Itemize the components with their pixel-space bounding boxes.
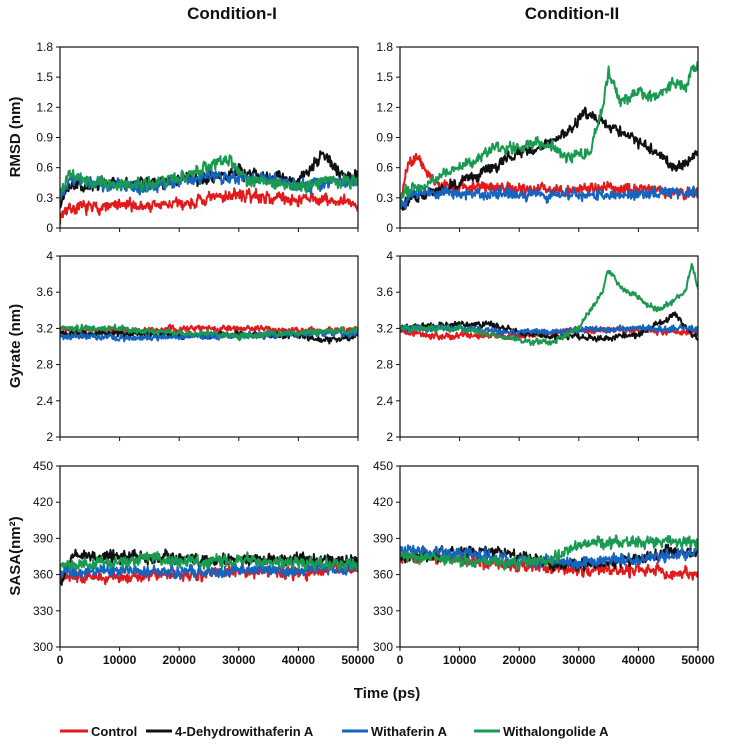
panel-rmsd-condition-2: 0 0.3 0.6 0.9 1.2 1.5 1.8 — [376, 40, 699, 235]
y-tick-label: 1.2 — [376, 100, 393, 114]
y-axis-label-sasa: SASA(nm²) — [7, 516, 24, 595]
y-tick-label: 420 — [33, 495, 53, 509]
series-group — [60, 323, 358, 345]
y-tick-label: 420 — [373, 495, 393, 509]
series-group — [60, 548, 358, 586]
y-tick-label: 3.6 — [36, 285, 53, 299]
y-tick-label: 4 — [386, 249, 393, 263]
plot-frame — [399, 255, 699, 438]
x-tick-label: 40000 — [622, 653, 656, 667]
x-tick-label: 0 — [397, 653, 404, 667]
y-tick-label: 300 — [373, 640, 393, 654]
panel-gyrate-condition-1: 2 2.4 2.8 3.2 3.6 4 — [36, 249, 359, 444]
series-line-withalongolide-a — [400, 61, 698, 204]
y-tick-label: 1.8 — [376, 40, 393, 54]
y-tick-label: 2.4 — [376, 394, 393, 408]
y-tick-label: 3.2 — [36, 321, 53, 335]
y-axis-label-rmsd: RMSD (nm) — [7, 97, 24, 178]
y-tick-label: 2 — [386, 430, 393, 444]
series-line-withalongolide-a — [60, 323, 358, 342]
legend-label-withaferin-a: Withaferin A — [371, 724, 448, 739]
x-axis-label: Time (ps) — [354, 685, 420, 702]
series-line-withalongolide-a — [400, 534, 698, 571]
series-line-withaferin-a — [60, 560, 358, 581]
y-tick-label: 330 — [33, 604, 53, 618]
series-group — [400, 61, 698, 211]
y-tick-label: 3.2 — [376, 321, 393, 335]
column-title-condition-2: Condition-II — [525, 4, 619, 23]
y-tick-label: 0.3 — [376, 191, 393, 205]
plot-frame — [59, 255, 359, 438]
y-tick-label: 0 — [46, 221, 53, 235]
series-line-withalongolide-a — [60, 154, 358, 200]
series-line-control — [60, 187, 358, 225]
panel-grid: 00.30.60.91.21.51.800.30.60.91.21.51.822… — [33, 40, 715, 667]
panel-sasa-condition-1: 300 330 360 390 420 450 0 10000 20000 30000 40000 5… — [33, 459, 375, 667]
series-line-withalongolide-a — [60, 551, 358, 572]
y-tick-label: 0.9 — [376, 131, 393, 145]
y-tick-label: 0.3 — [36, 191, 53, 205]
y-tick-label: 1.8 — [36, 40, 53, 54]
series-group — [400, 534, 698, 581]
y-tick-label: 2 — [46, 430, 53, 444]
x-tick-label: 50000 — [681, 653, 715, 667]
x-tick-label: 10000 — [103, 653, 137, 667]
y-tick-label: 1.2 — [36, 100, 53, 114]
legend: Control 4-Dehydrowithaferin A Withaferin… — [60, 724, 609, 739]
y-tick-label: 0.9 — [36, 131, 53, 145]
y-tick-label: 2.8 — [376, 358, 393, 372]
y-tick-label: 3.6 — [376, 285, 393, 299]
x-tick-label: 20000 — [163, 653, 197, 667]
y-tick-label: 4 — [46, 249, 53, 263]
y-tick-label: 2.4 — [36, 394, 53, 408]
x-tick-label: 50000 — [341, 653, 375, 667]
legend-label-withalongolide-a: Withalongolide A — [503, 724, 609, 739]
y-tick-label: 360 — [33, 568, 53, 582]
x-tick-label: 40000 — [282, 653, 316, 667]
y-tick-label: 2.8 — [36, 358, 53, 372]
y-tick-label: 300 — [33, 640, 53, 654]
y-tick-label: 360 — [373, 568, 393, 582]
series-line-withalongolide-a — [400, 263, 698, 347]
panel-gyrate-condition-2: 2 2.4 2.8 3.2 3.6 4 — [376, 249, 699, 444]
column-title-condition-1: Condition-I — [187, 4, 277, 23]
plot-frame — [399, 465, 699, 648]
y-tick-label: 390 — [373, 531, 393, 545]
plot-frame — [59, 465, 359, 648]
x-tick-label: 0 — [57, 653, 64, 667]
panel-sasa-condition-2: 300 330 360 390 420 450 0 10000 20000 30000 40000 5… — [373, 459, 715, 667]
legend-label-control: Control — [91, 724, 137, 739]
y-tick-label: 0.6 — [36, 161, 53, 175]
x-tick-label: 30000 — [222, 653, 256, 667]
y-tick-label: 450 — [33, 459, 53, 473]
y-tick-label: 1.5 — [36, 70, 53, 84]
x-tick-label: 30000 — [562, 653, 596, 667]
y-tick-label: 0.6 — [376, 161, 393, 175]
y-tick-label: 330 — [373, 604, 393, 618]
y-axis-label-gyrate: Gyrate (nm) — [7, 304, 24, 388]
y-tick-label: 0 — [386, 221, 393, 235]
panel-rmsd-condition-1: 0 0.3 0.6 0.9 1.2 1.5 1.8 — [36, 40, 359, 235]
series-line-withaferin-a — [400, 185, 698, 210]
y-tick-label: 390 — [33, 531, 53, 545]
series-group — [60, 150, 358, 225]
y-tick-label: 1.5 — [376, 70, 393, 84]
x-tick-label: 10000 — [443, 653, 477, 667]
series-group — [400, 263, 698, 347]
x-tick-label: 20000 — [503, 653, 537, 667]
y-tick-label: 450 — [373, 459, 393, 473]
legend-label-4-dehydrowithaferin-a: 4-Dehydrowithaferin A — [175, 724, 314, 739]
